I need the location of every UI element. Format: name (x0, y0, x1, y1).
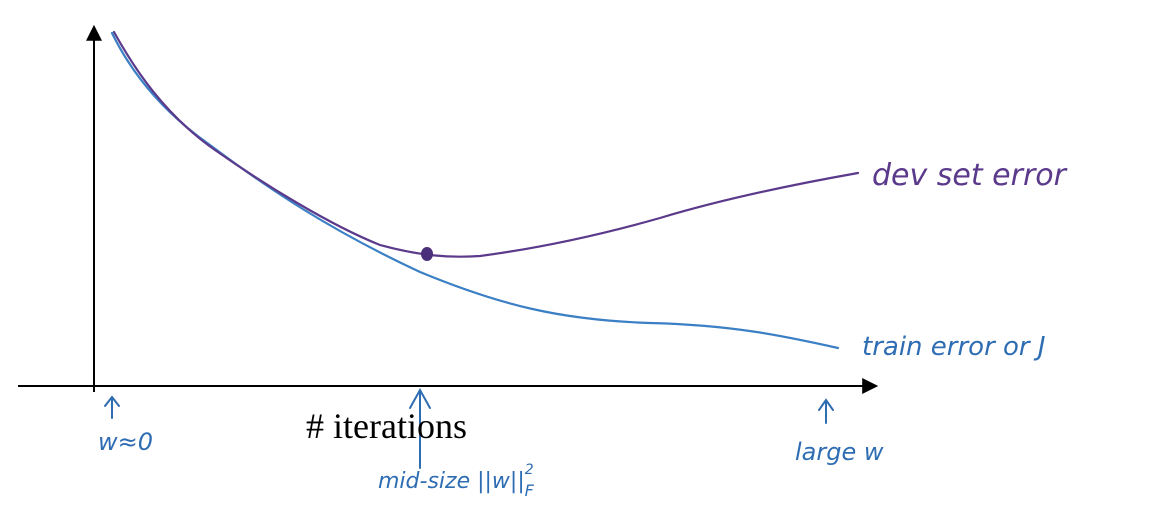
train-error-curve (110, 31, 840, 350)
left-up-arrow-icon (104, 395, 120, 419)
dev-error-curve (112, 30, 860, 258)
x-axis-label: # iterations (306, 406, 467, 446)
mid-marker-text: mid-size ||w|| (378, 469, 525, 494)
train-curve-label: train error or J (862, 332, 1046, 362)
right-up-arrow-icon (818, 398, 834, 424)
mid-marker-label: mid-size ||w||2 F (378, 462, 535, 500)
mid-up-arrow-icon (409, 387, 431, 469)
minimum-dot-icon (421, 247, 433, 261)
mid-marker-sub: F (525, 481, 535, 500)
mid-marker-sup: 2 (525, 462, 534, 478)
left-marker-label: w≈0 (98, 428, 153, 456)
right-marker-label: large w (795, 438, 884, 466)
dev-curve-label: dev set error (872, 158, 1068, 193)
